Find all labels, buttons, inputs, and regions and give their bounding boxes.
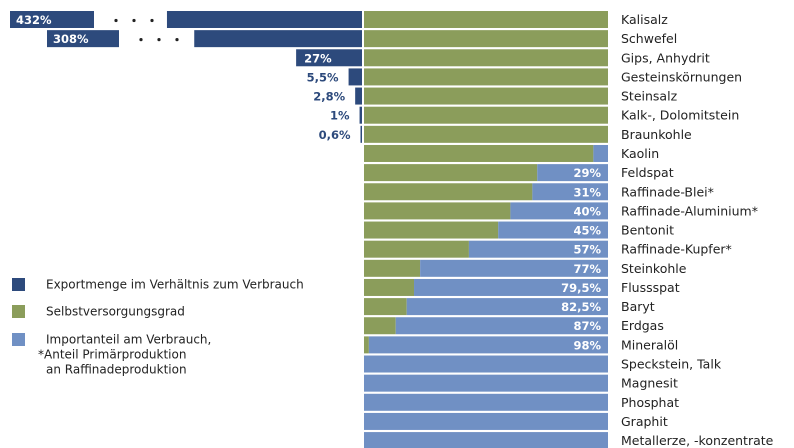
import-bar xyxy=(510,202,608,220)
export-label: 308% xyxy=(53,32,89,46)
self-supply-bar xyxy=(364,317,396,335)
break-dot xyxy=(150,18,154,23)
export-bar-break xyxy=(47,30,119,48)
break-dot xyxy=(139,38,143,42)
break-dot xyxy=(157,38,161,42)
import-label: 79,5% xyxy=(561,281,601,295)
import-bar xyxy=(414,278,608,296)
self-supply-bar xyxy=(364,183,533,201)
import-label: 77% xyxy=(573,262,601,276)
category-label: Gesteinskörnungen xyxy=(621,69,742,84)
import-label: 45% xyxy=(573,224,601,238)
category-label: Erdgas xyxy=(621,318,664,333)
import-bar xyxy=(420,259,608,277)
export-bar-break xyxy=(10,11,94,28)
import-bar xyxy=(364,374,608,392)
category-label: Gips, Anhydrit xyxy=(621,50,710,65)
self-supply-bar xyxy=(364,49,608,67)
self-supply-bar xyxy=(364,68,608,86)
category-label: Flussspat xyxy=(621,280,680,295)
self-supply-bar xyxy=(364,106,608,124)
self-supply-bar xyxy=(364,125,608,143)
category-label: Feldspat xyxy=(621,165,674,180)
self-supply-bar xyxy=(364,202,511,220)
category-label: Braunkohle xyxy=(621,127,692,142)
import-bar xyxy=(364,355,608,373)
import-label: 98% xyxy=(573,338,601,352)
import-label: 31% xyxy=(573,185,601,199)
self-supply-bar xyxy=(364,30,608,48)
export-bar xyxy=(166,11,362,28)
import-bar xyxy=(368,336,608,354)
self-supply-bar xyxy=(364,164,538,182)
category-label: Bentonit xyxy=(621,223,674,238)
category-label: Metallerze, -konzentrate xyxy=(621,433,774,448)
export-bar xyxy=(348,68,362,86)
self-supply-bar xyxy=(364,240,469,258)
category-label: Phosphat xyxy=(621,395,679,410)
import-bar xyxy=(593,144,608,162)
category-label: Baryt xyxy=(621,299,655,314)
self-supply-bar xyxy=(364,144,594,162)
export-bar xyxy=(194,30,362,48)
legend-swatch xyxy=(12,278,25,291)
legend-label: Importanteil am Verbrauch, xyxy=(46,333,211,347)
export-label: 5,5% xyxy=(307,70,339,84)
import-label: 82,5% xyxy=(561,300,601,314)
category-label: Mineralöl xyxy=(621,337,678,352)
legend-swatch xyxy=(12,333,25,346)
import-bar xyxy=(395,317,608,335)
category-label: Raffinade-Aluminium* xyxy=(621,203,758,218)
import-bar xyxy=(364,412,608,430)
self-supply-bar xyxy=(364,87,608,105)
import-bar xyxy=(532,183,608,201)
category-label: Graphit xyxy=(621,414,668,429)
export-label: 2,8% xyxy=(313,90,345,104)
break-dot xyxy=(175,38,179,42)
category-label: Raffinade-Blei* xyxy=(621,184,714,199)
category-label: Kalisalz xyxy=(621,12,668,27)
import-bar xyxy=(537,164,608,182)
export-label: 27% xyxy=(304,51,332,65)
import-label: 87% xyxy=(573,319,601,333)
import-label: 57% xyxy=(573,243,601,257)
category-label: Kaolin xyxy=(621,146,659,161)
self-supply-bar xyxy=(364,278,415,296)
category-label: Raffinade-Kupfer* xyxy=(621,242,732,257)
export-bar xyxy=(355,87,362,105)
category-label: Magnesit xyxy=(621,376,678,391)
legend-note: *Anteil Primärproduktion xyxy=(38,348,186,362)
category-label: Steinsalz xyxy=(621,89,678,104)
import-bar xyxy=(468,240,608,258)
self-supply-bar xyxy=(364,336,369,354)
export-bar xyxy=(296,49,362,67)
import-label: 40% xyxy=(573,204,601,218)
export-label: 0,6% xyxy=(319,128,351,142)
import-bar xyxy=(406,298,608,316)
import-label: 29% xyxy=(573,166,601,180)
export-bar xyxy=(359,106,362,124)
import-bar xyxy=(498,221,608,239)
import-bar xyxy=(364,393,608,411)
legend-label: Selbstversorgungsgrad xyxy=(46,305,185,319)
self-supply-bar xyxy=(364,11,608,28)
category-label: Speckstein, Talk xyxy=(621,357,722,372)
category-label: Steinkohle xyxy=(621,261,687,276)
export-label: 1% xyxy=(330,109,350,123)
self-supply-bar xyxy=(364,259,421,277)
import-bar xyxy=(364,432,608,448)
category-label: Kalk-, Dolomitstein xyxy=(621,108,739,123)
break-dot xyxy=(132,18,136,23)
legend-swatch xyxy=(12,305,25,318)
legend-label: Exportmenge im Verhältnis zum Verbrauch xyxy=(46,278,304,292)
legend-note: an Raffinadeproduktion xyxy=(46,363,187,377)
break-dot xyxy=(114,18,118,23)
export-bar xyxy=(360,125,362,143)
export-label: 432% xyxy=(16,13,52,27)
self-supply-bar xyxy=(364,298,407,316)
self-supply-bar xyxy=(364,221,499,239)
category-label: Schwefel xyxy=(621,31,677,46)
